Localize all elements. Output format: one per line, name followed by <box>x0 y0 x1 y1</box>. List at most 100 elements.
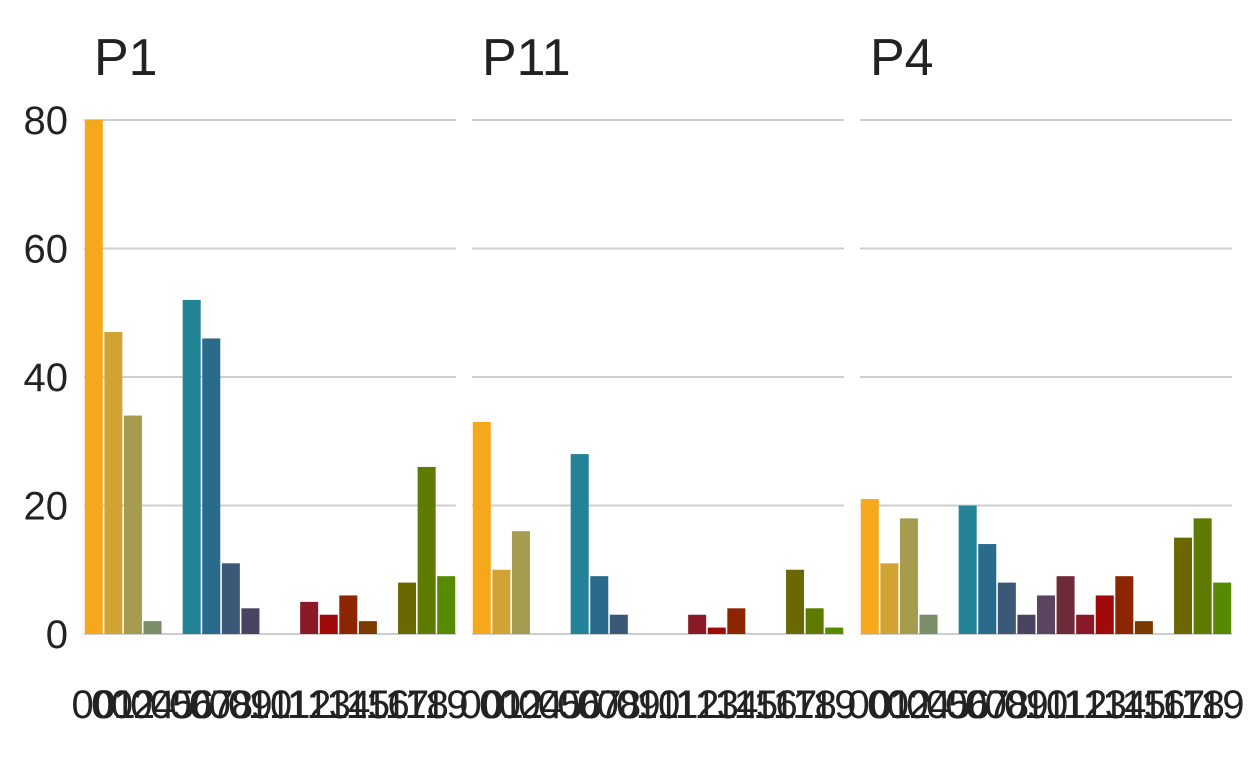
x-tick-label: 14 <box>714 683 759 727</box>
x-tick-label: 02 <box>111 683 156 727</box>
bar <box>825 627 844 634</box>
x-tick-label: 05 <box>538 683 583 727</box>
x-tick-label: 13 <box>1082 683 1127 727</box>
x-tick-label: 00 <box>848 683 893 727</box>
x-tick-label: 08 <box>597 683 642 727</box>
x-tick-label: 11 <box>1045 683 1087 727</box>
y-tick-label: 80 <box>24 99 69 143</box>
x-tick-label: 07 <box>965 683 1010 727</box>
y-tick-label: 60 <box>24 228 69 272</box>
x-tick-label: 01 <box>867 683 912 727</box>
panel-title: P11 <box>482 29 571 87</box>
x-tick-label: 16 <box>1141 683 1186 727</box>
bar <box>1076 614 1095 634</box>
x-tick-label: 11 <box>657 683 699 727</box>
bar <box>707 627 726 634</box>
x-tick-label: 15 <box>1122 683 1167 727</box>
x-tick-label: 09 <box>616 683 661 727</box>
bar <box>1036 595 1056 634</box>
bar <box>1115 576 1134 634</box>
x-tick-label: 18 <box>1180 683 1225 727</box>
x-tick-label: 06 <box>945 683 990 727</box>
panel-title: P1 <box>94 29 158 87</box>
bar <box>339 595 358 634</box>
bar <box>417 466 436 634</box>
y-tick-label: 20 <box>24 485 69 529</box>
bar <box>319 614 338 634</box>
bar <box>1213 582 1232 634</box>
x-tick-label: 12 <box>287 683 332 727</box>
x-tick-label: 17 <box>385 683 430 727</box>
bar <box>1134 621 1153 634</box>
x-tick-label: 11 <box>269 683 311 727</box>
bar <box>300 601 319 634</box>
x-tick-label: 09 <box>228 683 273 727</box>
bar <box>899 518 918 634</box>
x-tick-label: 08 <box>985 683 1030 727</box>
bar <box>1193 518 1212 634</box>
bar <box>221 563 240 634</box>
bar <box>358 621 377 634</box>
x-tick-label: 19 <box>1200 683 1245 727</box>
bar <box>880 563 899 634</box>
bar <box>472 421 491 634</box>
x-tick-label: 02 <box>887 683 932 727</box>
bar <box>997 582 1016 634</box>
x-tick-label: 04 <box>518 683 563 727</box>
bar <box>437 576 456 634</box>
bar <box>104 332 123 634</box>
bar <box>241 608 260 634</box>
bar <box>570 454 589 634</box>
bar <box>860 499 879 634</box>
bar <box>84 120 103 634</box>
bar <box>919 614 938 634</box>
bar <box>143 621 162 634</box>
x-tick-label: 12 <box>1063 683 1108 727</box>
bar <box>492 569 511 634</box>
bar <box>727 608 746 634</box>
x-tick-label: 15 <box>734 683 779 727</box>
x-tick-label: 17 <box>1161 683 1206 727</box>
x-tick-label: 00 <box>460 683 505 727</box>
y-tick-label: 40 <box>24 356 69 400</box>
x-tick-label: 01 <box>91 683 136 727</box>
x-tick-label: 10 <box>248 683 293 727</box>
x-tick-label: 12 <box>675 683 720 727</box>
bar <box>1056 576 1075 634</box>
bar <box>202 338 221 634</box>
x-tick-label: 05 <box>150 683 195 727</box>
x-tick-label: 13 <box>694 683 739 727</box>
x-tick-label: 14 <box>326 683 371 727</box>
x-tick-label: 10 <box>636 683 681 727</box>
bar <box>1174 537 1193 634</box>
bar <box>123 415 142 634</box>
x-tick-label: 05 <box>926 683 971 727</box>
x-tick-label: 19 <box>424 683 469 727</box>
x-tick-label: 06 <box>557 683 602 727</box>
bar <box>182 299 201 634</box>
y-tick-label: 0 <box>46 613 68 657</box>
x-tick-label: 09 <box>1004 683 1049 727</box>
x-tick-label: 16 <box>365 683 410 727</box>
panel-title: P4 <box>870 29 934 87</box>
x-tick-label: 14 <box>1102 683 1147 727</box>
bar <box>688 614 707 634</box>
x-tick-label: 06 <box>169 683 214 727</box>
x-tick-label: 07 <box>189 683 234 727</box>
bar <box>590 576 609 634</box>
bar <box>511 531 530 634</box>
panel-p11: P11 0001020405060708091011121314151617181… <box>460 29 857 727</box>
x-tick-label: 10 <box>1024 683 1069 727</box>
x-tick-label: 07 <box>577 683 622 727</box>
x-tick-label: 02 <box>499 683 544 727</box>
bar <box>958 505 977 634</box>
x-tick-label: 18 <box>404 683 449 727</box>
bar <box>1017 614 1036 634</box>
x-tick-label: 04 <box>906 683 951 727</box>
x-tick-label: 04 <box>130 683 175 727</box>
bar <box>978 544 997 634</box>
